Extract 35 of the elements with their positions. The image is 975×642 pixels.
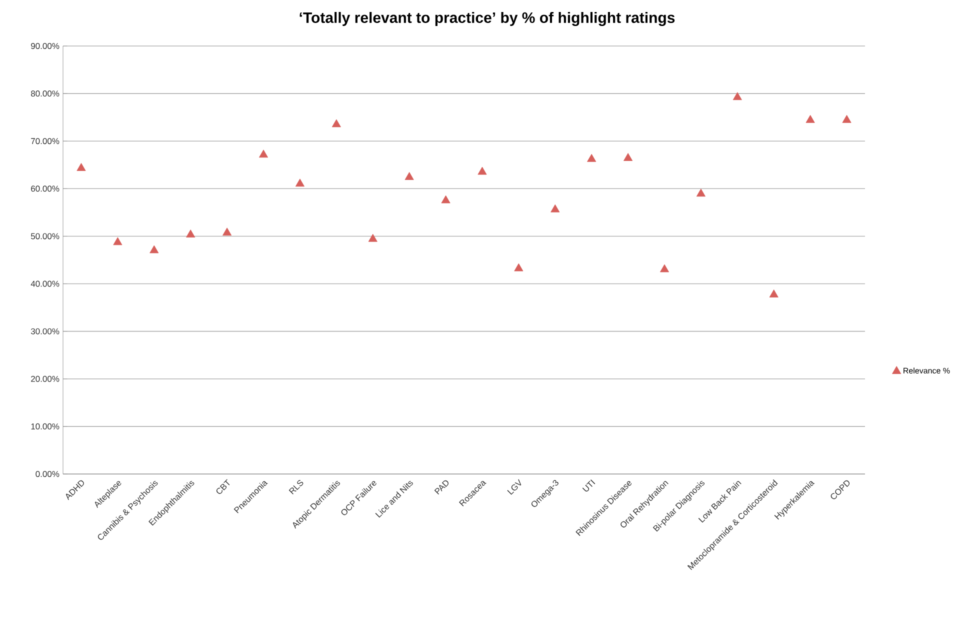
point bbox=[368, 234, 378, 242]
point bbox=[842, 114, 852, 123]
point bbox=[732, 92, 742, 100]
chart-title: ‘Totally relevant to practice’ by % of highlight ratings bbox=[300, 12, 675, 26]
y-tick-label: 40.00% bbox=[30, 280, 60, 287]
y-tick-label: 0.00% bbox=[36, 470, 60, 477]
point bbox=[806, 114, 815, 123]
y-tick-label: 50.00% bbox=[30, 233, 60, 240]
point bbox=[696, 188, 706, 197]
point bbox=[76, 163, 86, 171]
point bbox=[295, 178, 304, 187]
point bbox=[404, 172, 414, 180]
legend-label: Relevance % bbox=[904, 368, 950, 374]
point bbox=[258, 150, 268, 158]
point bbox=[150, 245, 159, 254]
point bbox=[550, 204, 560, 212]
point bbox=[587, 154, 596, 162]
point bbox=[332, 119, 341, 128]
y-tick-label: 70.00% bbox=[31, 138, 60, 144]
y-tick-label: 60.00% bbox=[31, 186, 60, 192]
y-tick-label: 30.00% bbox=[30, 328, 60, 334]
point bbox=[441, 195, 450, 204]
point bbox=[478, 166, 487, 175]
x-tick-label: UTI bbox=[582, 480, 596, 492]
point bbox=[660, 264, 670, 272]
y-tick-label: 90.00% bbox=[31, 42, 60, 49]
point bbox=[624, 153, 633, 161]
point bbox=[113, 237, 122, 246]
point bbox=[769, 290, 778, 298]
y-tick-label: 20.00% bbox=[31, 376, 60, 382]
point bbox=[186, 230, 196, 238]
point bbox=[222, 228, 232, 236]
y-tick-label: 10.00% bbox=[31, 423, 60, 430]
point bbox=[514, 263, 524, 272]
y-tick-label: 80.00% bbox=[31, 90, 60, 97]
